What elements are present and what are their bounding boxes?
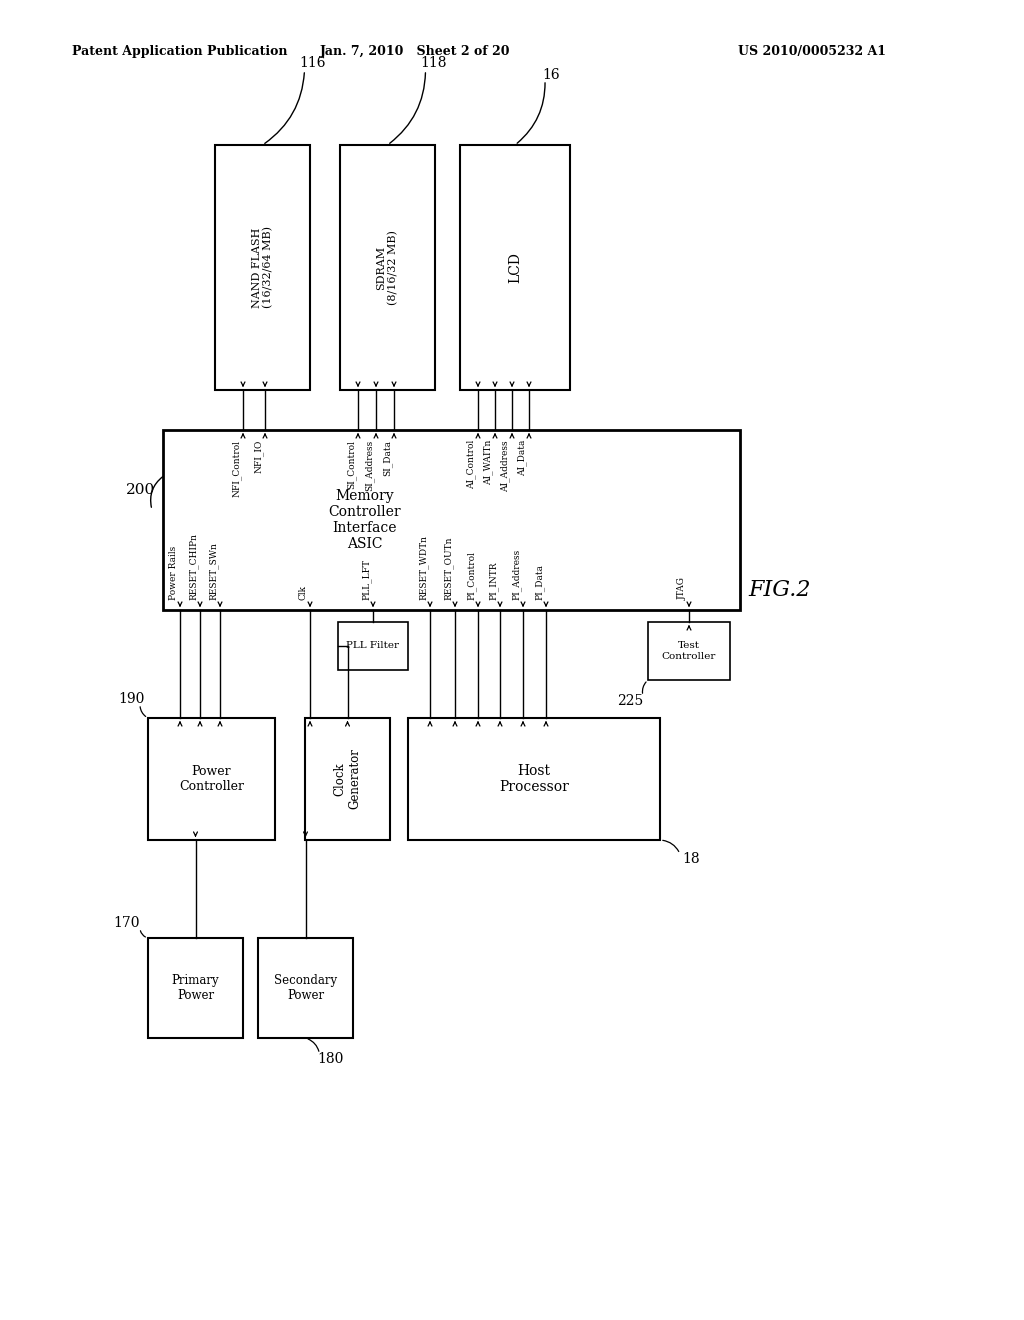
Text: PLL Filter: PLL Filter [346,642,399,651]
Text: AI_Control: AI_Control [466,440,476,490]
Text: SI_Data: SI_Data [382,440,392,477]
Text: Power
Controller: Power Controller [179,766,244,793]
Bar [215,145,310,389]
Text: Secondary
Power: Secondary Power [274,974,337,1002]
Text: AI_Address: AI_Address [501,440,510,491]
Text: PI_Address: PI_Address [511,549,521,601]
Text: 16: 16 [542,69,560,82]
Bar [258,939,353,1038]
Text: Jan. 7, 2010   Sheet 2 of 20: Jan. 7, 2010 Sheet 2 of 20 [319,45,510,58]
Bar [408,718,660,840]
Text: LCD: LCD [508,252,522,282]
Bar [340,145,435,389]
Text: 180: 180 [317,1052,344,1067]
Bar [305,718,390,840]
Text: Patent Application Publication: Patent Application Publication [72,45,288,58]
Text: Clk: Clk [299,585,308,601]
Text: NFI_IO: NFI_IO [253,440,263,474]
Text: JTAG: JTAG [678,577,687,601]
Text: SI_Address: SI_Address [365,440,374,491]
Text: NAND FLASH
(16/32/64 MB): NAND FLASH (16/32/64 MB) [252,227,273,309]
Text: RESET_WDTn: RESET_WDTn [419,535,428,601]
Text: SI_Control: SI_Control [346,440,356,488]
Text: 116: 116 [299,55,326,70]
Bar [460,145,570,389]
Text: RESET_SWn: RESET_SWn [208,543,218,601]
Text: Test
Controller: Test Controller [662,642,716,661]
Bar [163,430,740,610]
Text: RESET_CHIPn: RESET_CHIPn [188,533,198,601]
Text: FIG.2: FIG.2 [749,579,811,601]
Text: 18: 18 [682,851,699,866]
Text: NFI_Control: NFI_Control [231,440,241,498]
Bar [148,939,243,1038]
Text: 170: 170 [114,916,140,931]
Text: RESET_OUTn: RESET_OUTn [443,536,453,601]
Text: Host
Processor: Host Processor [499,764,569,795]
Text: SDRAM
(8/16/32 MB): SDRAM (8/16/32 MB) [377,230,398,305]
Bar [338,622,408,671]
Bar [648,622,730,680]
Text: 118: 118 [420,55,446,70]
Text: PI_Data: PI_Data [535,564,544,601]
Text: PI_INTR: PI_INTR [488,561,498,601]
Text: Primary
Power: Primary Power [172,974,219,1002]
Text: AI_Data: AI_Data [517,440,527,477]
Bar [148,718,275,840]
Text: 200: 200 [126,483,155,498]
Text: Clock
Generator: Clock Generator [334,748,361,809]
Text: AI_WAITn: AI_WAITn [483,440,493,486]
Text: Memory
Controller
Interface
ASIC: Memory Controller Interface ASIC [329,488,401,552]
Text: 225: 225 [616,694,643,708]
Text: 190: 190 [119,692,145,706]
Text: US 2010/0005232 A1: US 2010/0005232 A1 [738,45,886,58]
Text: PLL_LFT: PLL_LFT [361,558,371,601]
Text: PI_Control: PI_Control [466,552,476,601]
Text: Power Rails: Power Rails [169,545,178,601]
